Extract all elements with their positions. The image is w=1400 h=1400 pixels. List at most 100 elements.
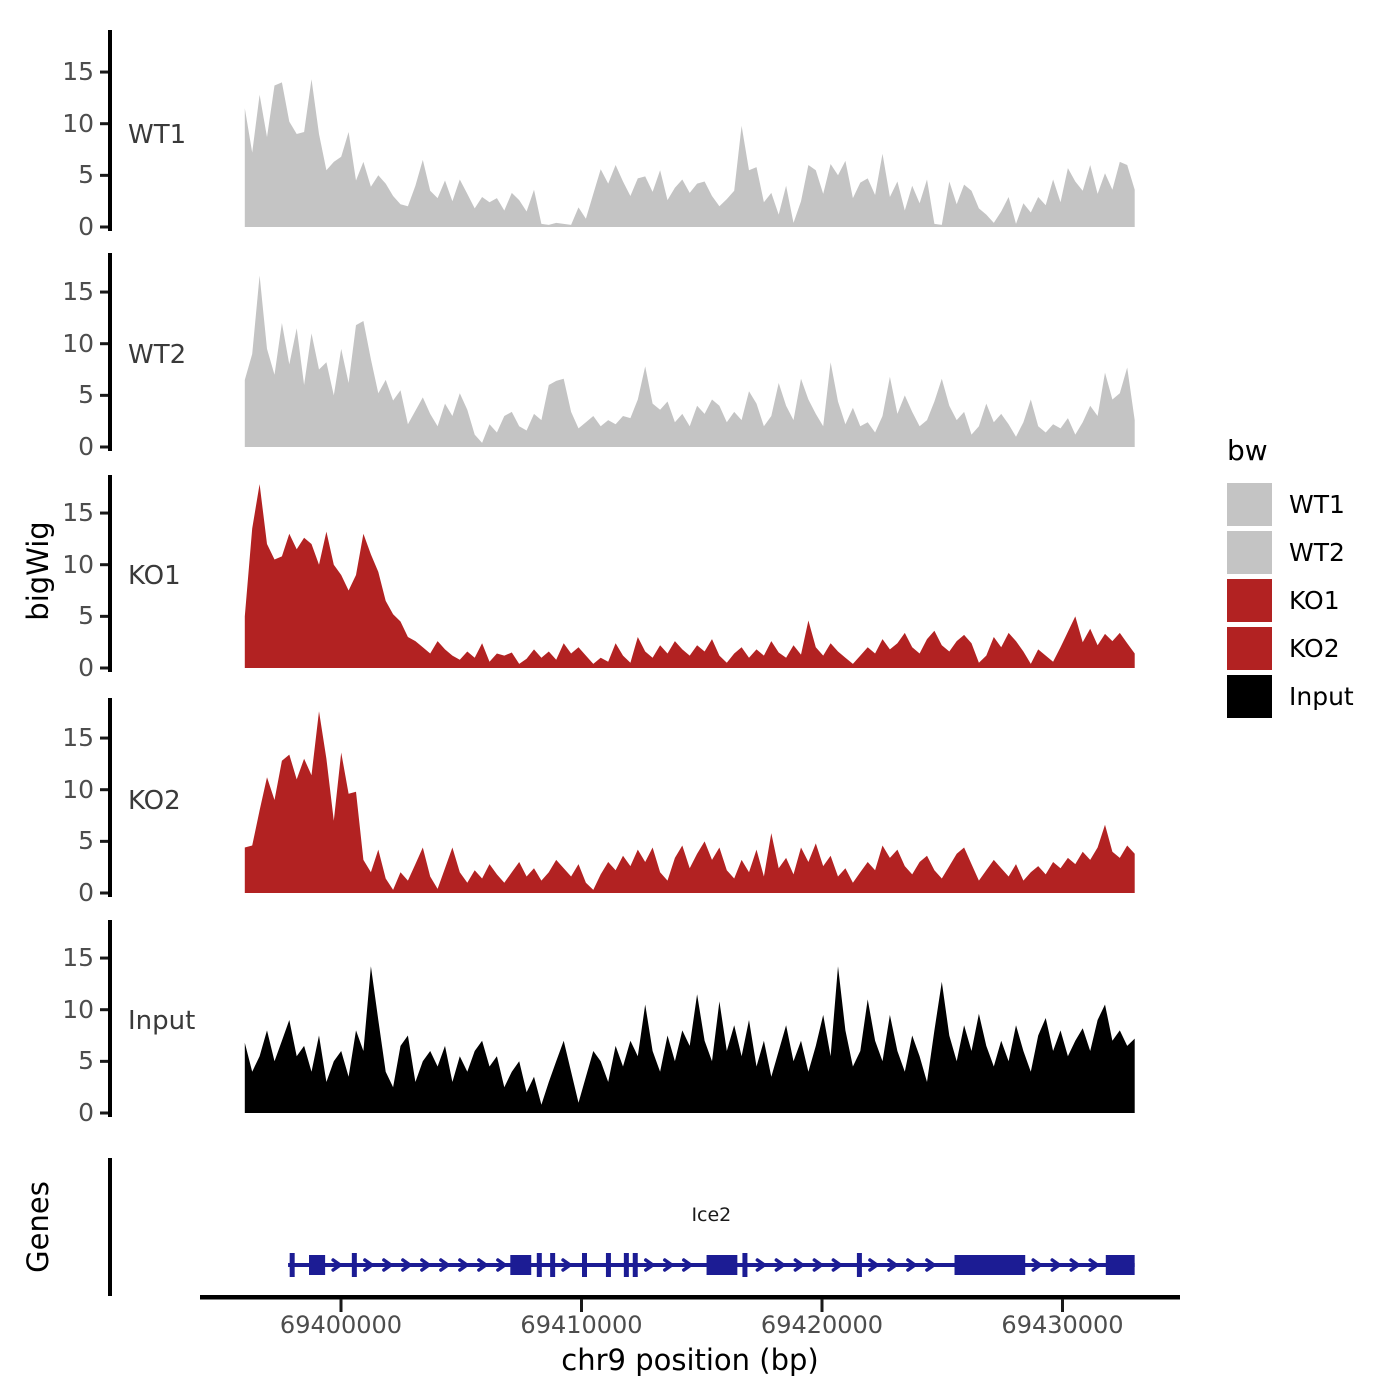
legend-entry: KO2 bbox=[1227, 627, 1354, 670]
strand-arrow bbox=[812, 1258, 825, 1272]
x-axis-title: chr9 position (bp) bbox=[561, 1343, 819, 1377]
gene-exon-tick bbox=[856, 1253, 862, 1277]
x-tick-label: 69410000 bbox=[520, 1311, 643, 1339]
y-tick-mark-wt2 bbox=[100, 290, 108, 294]
y-tick-mark-input bbox=[100, 1111, 108, 1115]
gene-exon-tick bbox=[550, 1253, 556, 1277]
y-tick-label: 5 bbox=[78, 160, 94, 190]
strand-arrow bbox=[663, 1258, 675, 1272]
y-tick-mark-wt2 bbox=[100, 445, 108, 449]
track-label: WT2 bbox=[128, 340, 187, 370]
legend-entry: WT1 bbox=[1227, 483, 1354, 526]
y-tick-label: 0 bbox=[78, 653, 94, 682]
legend-key-swatch bbox=[1227, 579, 1272, 622]
gene-exon bbox=[309, 1255, 326, 1275]
coverage-area-ko1 bbox=[244, 484, 1135, 668]
strand-arrow bbox=[1088, 1258, 1101, 1272]
y-tick-label: 5 bbox=[78, 1046, 94, 1076]
strand-arrow bbox=[793, 1258, 806, 1272]
y-tick-label: 15 bbox=[62, 943, 94, 973]
y-tick-mark-input bbox=[100, 956, 108, 960]
gene-exon bbox=[1105, 1255, 1135, 1275]
y-tick-mark-ko2 bbox=[100, 788, 108, 792]
y-tick-label: 10 bbox=[62, 328, 94, 358]
strand-arrow bbox=[887, 1258, 899, 1272]
legend-entry-label: WT2 bbox=[1289, 538, 1345, 567]
y-tick-mark-ko2 bbox=[100, 891, 108, 895]
y-axis-line-ko2 bbox=[108, 698, 112, 897]
legend-key-swatch bbox=[1227, 531, 1272, 574]
y-tick-mark-ko1 bbox=[100, 666, 108, 670]
strand-arrow bbox=[401, 1258, 413, 1272]
track-label: Input bbox=[128, 1006, 196, 1036]
x-tick-label: 69430000 bbox=[1001, 1311, 1124, 1339]
y-tick-label: 15 bbox=[62, 277, 94, 307]
y-tick-label: 10 bbox=[62, 108, 94, 138]
y-tick-label: 10 bbox=[62, 774, 94, 804]
strand-arrow bbox=[755, 1258, 768, 1272]
y-tick-label: 0 bbox=[78, 212, 94, 241]
y-tick-mark-ko2 bbox=[100, 839, 108, 843]
gene-exon-tick bbox=[623, 1253, 629, 1277]
strand-arrow bbox=[1031, 1258, 1044, 1272]
y-tick-label: 10 bbox=[62, 549, 94, 579]
genes-axis-title: Genes bbox=[21, 1181, 55, 1273]
strand-arrow bbox=[561, 1258, 574, 1272]
strand-arrow bbox=[382, 1258, 394, 1272]
strand-arrow bbox=[458, 1258, 470, 1272]
legend-entry: Input bbox=[1227, 675, 1354, 718]
y-tick-mark-wt2 bbox=[100, 342, 108, 346]
strand-arrow bbox=[477, 1258, 489, 1272]
legend-key-swatch bbox=[1227, 627, 1272, 670]
coverage-area-input bbox=[244, 966, 1135, 1113]
strand-arrow bbox=[868, 1258, 880, 1272]
y-tick-mark-wt1 bbox=[100, 173, 108, 177]
gene-exon bbox=[954, 1255, 1026, 1275]
strand-arrow bbox=[682, 1258, 694, 1272]
legend-title: bw bbox=[1227, 434, 1268, 467]
x-tick-mark bbox=[820, 1299, 824, 1312]
strand-arrow bbox=[831, 1258, 844, 1272]
gene-exon-tick bbox=[742, 1253, 748, 1277]
legend-entries: WT1 WT2 KO1 KO2 Input bbox=[1227, 483, 1354, 718]
legend-entry-label: KO1 bbox=[1289, 586, 1340, 615]
y-tick-label: 0 bbox=[78, 1098, 94, 1127]
y-tick-mark-input bbox=[100, 1008, 108, 1012]
y-tick-mark-ko1 bbox=[100, 511, 108, 515]
y-axis-line-wt2 bbox=[108, 253, 112, 451]
y-tick-mark-wt1 bbox=[100, 122, 108, 126]
gene-exon-tick bbox=[536, 1253, 542, 1277]
gene-exon-tick bbox=[351, 1253, 357, 1277]
y-tick-mark-ko1 bbox=[100, 563, 108, 567]
x-tick-label: 69400000 bbox=[279, 1311, 403, 1339]
strand-arrow bbox=[1050, 1258, 1063, 1272]
y-tick-label: 15 bbox=[62, 723, 94, 753]
y-tick-label: 0 bbox=[78, 432, 94, 461]
legend-key-swatch bbox=[1227, 483, 1272, 526]
strand-arrow bbox=[1069, 1258, 1082, 1272]
strand-arrow bbox=[906, 1258, 918, 1272]
gene-exon-tick bbox=[582, 1253, 588, 1277]
coverage-area-wt1 bbox=[244, 79, 1135, 227]
gene-exon-tick bbox=[289, 1253, 295, 1277]
gene-exon-tick bbox=[605, 1253, 611, 1277]
gene-exon bbox=[706, 1255, 738, 1275]
track-label: KO1 bbox=[128, 561, 181, 591]
strand-arrow bbox=[420, 1258, 432, 1272]
y-tick-mark-input bbox=[100, 1059, 108, 1063]
strand-arrow bbox=[496, 1258, 508, 1272]
y-tick-label: 10 bbox=[62, 994, 94, 1024]
strand-arrow bbox=[644, 1258, 656, 1272]
y-tick-label: 15 bbox=[62, 498, 94, 528]
legend: bw WT1 WT2 KO1 KO2 Input bbox=[1227, 434, 1354, 723]
gene-label: Ice2 bbox=[691, 1204, 732, 1226]
legend-entry-label: WT1 bbox=[1289, 490, 1345, 519]
gene-exon-tick bbox=[632, 1253, 638, 1277]
legend-entry-label: Input bbox=[1289, 682, 1354, 711]
y-tick-label: 15 bbox=[62, 57, 94, 87]
coverage-area-wt2 bbox=[244, 275, 1135, 447]
y-tick-mark-wt2 bbox=[100, 393, 108, 397]
x-tick-mark bbox=[1061, 1299, 1064, 1312]
